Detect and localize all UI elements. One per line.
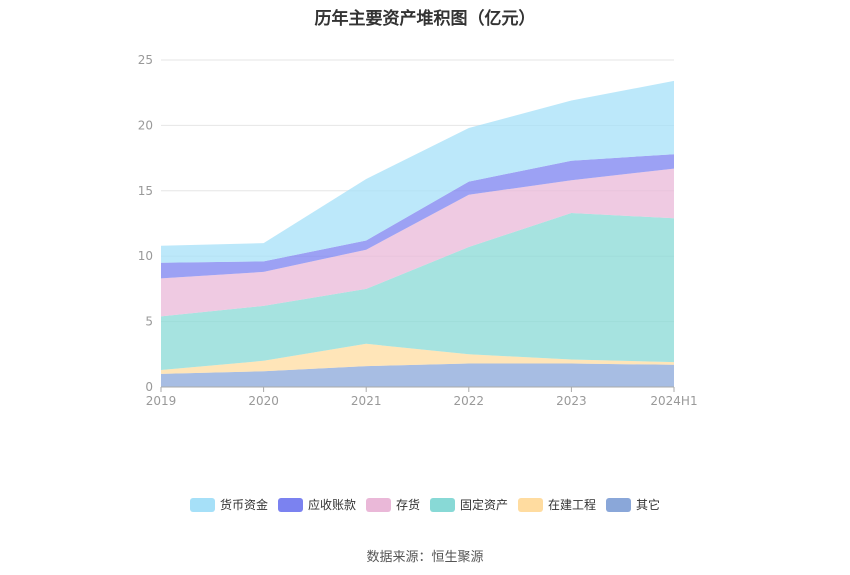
x-tick-label: 2019 [146,394,177,408]
data-source: 数据来源：恒生聚源 [366,550,484,565]
legend-item[interactable]: 固定资产 [430,496,508,513]
chart-title: 历年主要资产堆积图（亿元） [314,9,536,29]
legend-item[interactable]: 应收账款 [277,496,356,513]
area-series [161,80,674,387]
legend-label: 存货 [395,498,420,512]
legend-swatch [277,497,303,512]
area-在建工程 [161,343,674,374]
legend-label: 在建工程 [548,498,597,512]
area-其它 [161,363,674,387]
y-tick-label: 10 [138,249,153,263]
legend-label: 其它 [636,498,661,512]
area-货币资金 [161,80,674,263]
legend-label: 应收账款 [307,498,356,512]
x-tick-label: 2022 [454,394,485,408]
y-tick-label: 15 [138,184,153,198]
legend: 货币资金 应收账款 存货 固定资产 在建工程 其它 [0,496,850,513]
legend-item[interactable]: 在建工程 [518,496,596,513]
legend-item[interactable]: 存货 [365,496,420,513]
y-tick-label: 5 [145,315,153,329]
stacked-area-chart: 0 5 10 15 20 25 2019 2020 2021 2022 2023 2024H1 [138,53,698,408]
legend-swatch [430,497,455,512]
legend-item[interactable]: 货币资金 [189,496,268,513]
area-固定资产 [161,213,674,370]
y-tick-label: 0 [145,380,153,394]
legend-swatch [606,497,632,512]
x-tick-label: 2020 [248,394,279,408]
legend-item[interactable]: 其它 [606,496,660,513]
area-应收账款 [161,154,674,279]
legend-swatch [189,497,215,512]
y-tick-label: 25 [138,53,153,67]
legend-swatch [365,497,391,512]
legend-label: 货币资金 [219,498,268,512]
x-tick-label: 2021 [351,394,382,408]
legend-swatch [518,497,544,512]
y-tick-label: 20 [138,118,153,132]
area-存货 [161,168,674,317]
x-tick-label: 2023 [556,394,587,408]
legend-label: 固定资产 [460,498,509,512]
axes: 0 5 10 15 20 25 2019 2020 2021 2022 2023 2024H1 [138,53,698,408]
x-tick-label: 2024H1 [650,394,697,408]
